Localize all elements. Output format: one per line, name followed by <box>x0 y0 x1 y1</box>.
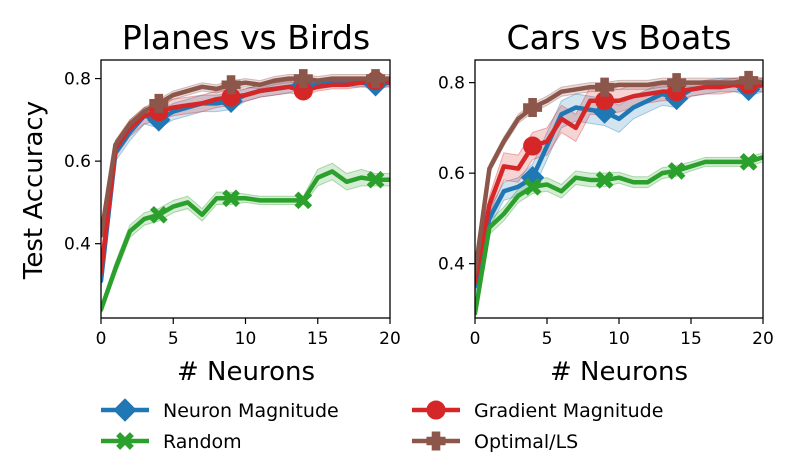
data-layer <box>101 73 390 315</box>
confidence-band-random <box>101 162 390 315</box>
y-tick-label: 0.8 <box>64 70 91 90</box>
data-point-marker <box>366 170 385 189</box>
data-point-marker <box>366 69 386 89</box>
confidence-band-neuron-magnitude <box>101 78 390 290</box>
data-point-marker <box>667 162 686 180</box>
data-point-marker <box>739 153 758 171</box>
y-tick-label: 0.4 <box>64 235 91 255</box>
data-point-marker <box>667 73 687 93</box>
chart-title: Planes vs Birds <box>122 18 370 57</box>
data-point-marker <box>739 70 759 90</box>
x-tick-label: 0 <box>96 329 107 349</box>
x-tick-label: 15 <box>307 329 329 349</box>
legend-label: Random <box>163 431 242 453</box>
data-point-marker <box>595 77 615 97</box>
legend-item-neuron-magnitude: Neuron Magnitude <box>101 398 339 422</box>
x-tick-label: 20 <box>379 329 401 349</box>
data-layer <box>475 75 763 318</box>
chart-panel-planes-vs-birds: Planes vs Birds # Neurons Test Accuracy … <box>19 18 401 387</box>
data-point-marker <box>294 191 313 210</box>
data-point-marker <box>293 69 313 89</box>
legend-label: Optimal/LS <box>474 431 578 453</box>
confidence-band-optimal-ls <box>475 75 763 278</box>
x-tick-label: 5 <box>542 329 553 349</box>
x-tick-label: 10 <box>608 329 630 349</box>
data-point-marker <box>523 177 542 196</box>
legend-item-gradient-magnitude: Gradient Magnitude <box>412 400 663 422</box>
series-line-gradient-magnitude <box>101 78 390 275</box>
data-point-marker <box>523 136 543 156</box>
series-line-random <box>101 169 390 312</box>
x-tick-label: 10 <box>235 329 257 349</box>
legend-label: Neuron Magnitude <box>163 400 339 422</box>
plot-area: 0 5 10 15 20 0.4 0.6 0.8 <box>438 59 774 349</box>
plot-area: 0 5 10 15 20 0.4 0.6 0.8 <box>64 59 401 349</box>
confidence-band-optimal-ls <box>101 73 390 240</box>
chart-panel-cars-vs-boats: Cars vs Boats # Neurons 0 5 10 15 20 0.4 0.6 0.… <box>438 18 774 387</box>
confidence-band-gradient-magnitude <box>475 77 763 291</box>
x-axis-label: # Neurons <box>550 357 688 387</box>
series-line-optimal-ls <box>101 76 390 238</box>
confidence-band-neuron-magnitude <box>475 77 763 296</box>
x-axis-label: # Neurons <box>177 357 315 387</box>
series-line-optimal-ls <box>475 78 763 275</box>
legend-item-optimal-ls: Optimal/LS <box>412 431 578 453</box>
legend-marker <box>113 398 137 422</box>
data-point-marker <box>523 98 543 118</box>
data-point-marker <box>221 75 241 95</box>
x-tick-label: 5 <box>168 329 179 349</box>
x-tick-label: 0 <box>470 329 481 349</box>
legend-label: Gradient Magnitude <box>474 400 663 422</box>
series-line-gradient-magnitude <box>475 82 763 285</box>
legend: Neuron Magnitude Gradient Magnitude Random… <box>101 398 663 453</box>
y-tick-label: 0.8 <box>438 74 465 94</box>
legend-marker <box>116 432 134 450</box>
y-axis-label: Test Accuracy <box>19 101 49 280</box>
x-tick-label: 15 <box>680 329 702 349</box>
y-tick-label: 0.4 <box>438 255 465 275</box>
legend-marker <box>426 431 446 451</box>
data-point-marker <box>149 205 168 224</box>
legend-marker <box>426 400 446 420</box>
data-point-marker <box>222 189 240 208</box>
y-tick-label: 0.6 <box>438 164 465 184</box>
chart-title: Cars vs Boats <box>507 18 732 57</box>
confidence-band-random <box>475 152 763 318</box>
legend-item-random: Random <box>101 431 242 453</box>
x-tick-label: 20 <box>752 329 774 349</box>
data-point-marker <box>595 171 614 189</box>
y-tick-label: 0.6 <box>64 152 91 172</box>
series-line-random <box>475 155 763 316</box>
data-point-marker <box>149 93 169 113</box>
confidence-band-gradient-magnitude <box>101 76 390 281</box>
